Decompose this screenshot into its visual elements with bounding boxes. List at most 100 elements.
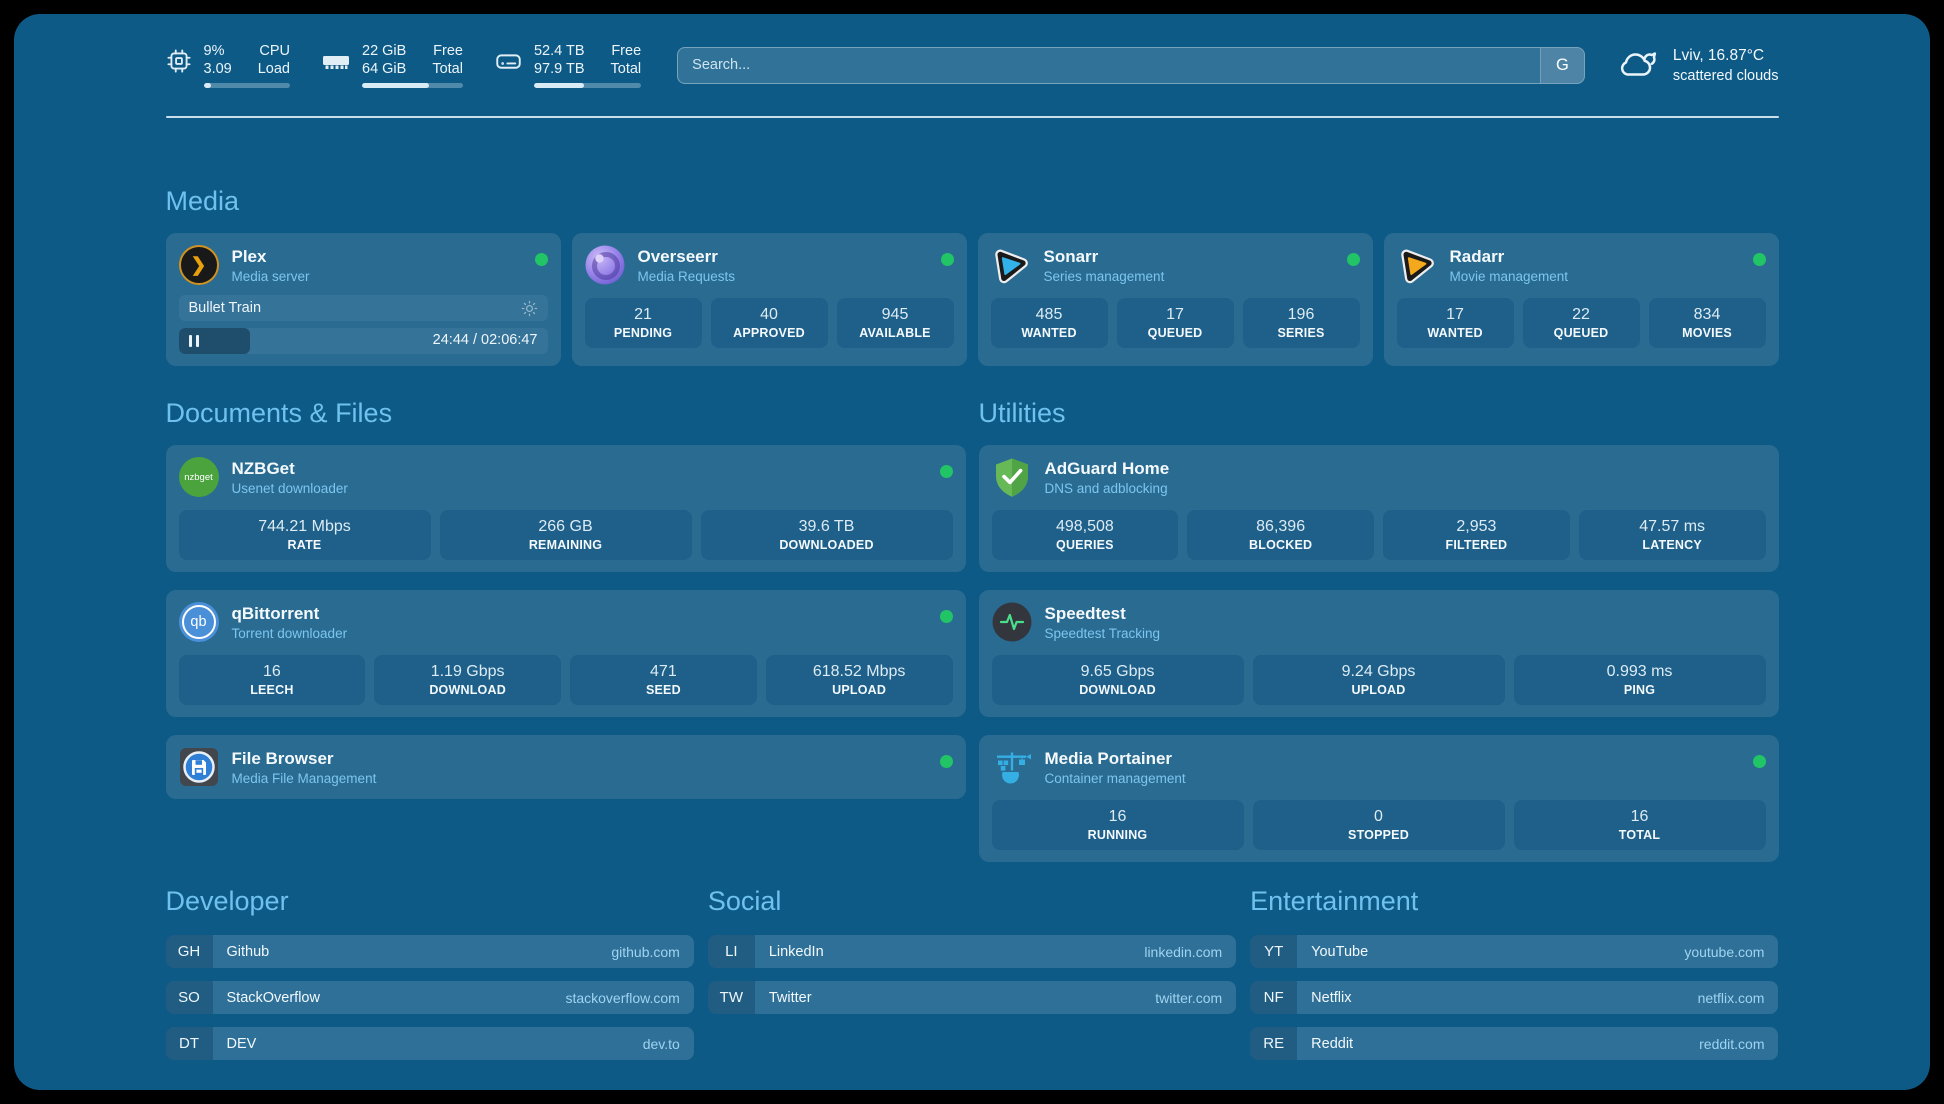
entertainment-column: Entertainment YT YouTube youtube.com NF N…: [1250, 886, 1779, 1073]
card-radarr[interactable]: Radarr Movie management 17 WANTED 22 QUEUE…: [1383, 233, 1779, 366]
dashboard-panel: 9% 3.09 CPU Load 22 GiB 64 GiB Free Total: [14, 14, 1930, 1090]
link-reddit[interactable]: RE Reddit reddit.com: [1250, 1027, 1779, 1060]
app-title: NZBGet: [231, 459, 295, 478]
section-title-utilities: Utilities: [978, 398, 1066, 428]
disk-value: 52.4 TB: [533, 43, 585, 59]
section-title-social: Social: [707, 886, 782, 916]
search-engine-button[interactable]: G: [1539, 47, 1584, 83]
stat-latency: 47.57 ms LATENCY: [1578, 510, 1766, 560]
section-title-media: Media: [165, 186, 240, 216]
stat-stopped: 0 STOPPED: [1252, 800, 1505, 850]
section-title-documents: Documents & Files: [165, 398, 393, 428]
media-grid: ❯ Plex Media server Bullet Train: [165, 233, 1779, 366]
link-name: Twitter: [768, 989, 812, 1006]
link-domain: youtube.com: [1684, 943, 1765, 960]
now-playing-title: Bullet Train: [188, 300, 262, 316]
stat-queries: 498,508 QUERIES: [991, 510, 1179, 560]
card-plex[interactable]: ❯ Plex Media server Bullet Train: [165, 233, 561, 366]
overseerr-icon: [585, 245, 625, 285]
status-dot: [1752, 253, 1766, 266]
link-linkedin[interactable]: LI LinkedIn linkedin.com: [707, 935, 1237, 968]
link-domain: github.com: [611, 943, 680, 960]
card-overseerr[interactable]: Overseerr Media Requests 21 PENDING 40 APP…: [571, 233, 967, 366]
pause-icon[interactable]: [188, 335, 199, 347]
status-dot: [534, 253, 548, 266]
stat-movies: 834 MOVIES: [1648, 298, 1766, 348]
link-abbr: RE: [1250, 1027, 1298, 1060]
ram-label: Free: [433, 43, 463, 59]
app-subtitle: DNS and adblocking: [1044, 481, 1168, 496]
stat-leech: 16 LEECH: [178, 655, 366, 705]
radarr-icon: [1397, 245, 1437, 285]
stat-pending: 21 PENDING: [584, 298, 702, 348]
search-bar: G: [677, 46, 1585, 84]
link-abbr: NF: [1250, 981, 1298, 1014]
weather-condition: scattered clouds: [1672, 67, 1779, 84]
adguard-icon: [992, 457, 1032, 497]
app-title: Speedtest: [1044, 604, 1126, 623]
system-stats: 9% 3.09 CPU Load 22 GiB 64 GiB Free Total: [166, 42, 642, 88]
link-abbr: TW: [707, 981, 755, 1014]
app-title: Overseerr: [637, 247, 718, 266]
cloud-icon: [1615, 45, 1659, 86]
link-domain: stackoverflow.com: [565, 989, 680, 1006]
app-subtitle: Torrent downloader: [231, 626, 348, 641]
app-subtitle: Movie management: [1449, 269, 1569, 284]
cpu-label2: Load: [257, 61, 290, 77]
card-qbittorrent[interactable]: qb qBittorrent Torrent downloader 16 LEEC…: [165, 590, 966, 717]
card-nzbget[interactable]: nzbget NZBGet Usenet downloader 744.21 M…: [165, 445, 966, 572]
card-adguard[interactable]: AdGuard Home DNS and adblocking 498,508 Q…: [978, 445, 1779, 572]
card-filebrowser[interactable]: File Browser Media File Management: [165, 735, 966, 799]
link-name: StackOverflow: [226, 989, 320, 1006]
card-speedtest[interactable]: Speedtest Speedtest Tracking 9.65 Gbps DO…: [978, 590, 1779, 717]
app-subtitle: Media server: [231, 269, 310, 284]
disk-progress-bar: [533, 83, 642, 88]
status-dot: [1346, 253, 1360, 266]
nzbget-icon: nzbget: [178, 457, 219, 497]
link-abbr: GH: [165, 935, 213, 968]
link-name: LinkedIn: [768, 943, 824, 960]
search-input[interactable]: [678, 47, 1540, 83]
sonarr-icon: [991, 245, 1031, 285]
stat-queued: 17 QUEUED: [1116, 298, 1234, 348]
app-title: Media Portainer: [1044, 749, 1173, 768]
session-settings-icon[interactable]: [521, 300, 538, 317]
plex-icon: ❯: [178, 245, 219, 285]
link-dev[interactable]: DT DEV dev.to: [165, 1027, 694, 1060]
app-subtitle: Media File Management: [231, 771, 377, 786]
link-name: Github: [226, 943, 270, 960]
now-playing-row: Bullet Train: [178, 295, 548, 321]
link-abbr: DT: [165, 1027, 213, 1060]
playback-time: 24:44 / 02:06:47: [432, 332, 538, 348]
stat-rate: 744.21 Mbps RATE: [178, 510, 431, 560]
weather-location: Lviv, 16.87°C: [1672, 46, 1765, 64]
header-divider: [165, 116, 1779, 118]
stat-available: 945 AVAILABLE: [836, 298, 954, 348]
stat-wanted: 17 WANTED: [1396, 298, 1514, 348]
app-title: File Browser: [231, 749, 334, 768]
cpu-progress-bar: [203, 83, 290, 88]
playback-progress-row: 24:44 / 02:06:47: [178, 328, 548, 354]
header: 9% 3.09 CPU Load 22 GiB 64 GiB Free Total: [166, 38, 1779, 92]
status-dot: [939, 755, 953, 768]
link-netflix[interactable]: NF Netflix netflix.com: [1250, 981, 1779, 1014]
card-portainer[interactable]: Media Portainer Container management 16 R…: [978, 735, 1779, 862]
ram-value: 22 GiB: [362, 43, 407, 59]
link-name: DEV: [226, 1035, 257, 1052]
card-sonarr[interactable]: Sonarr Series management 485 WANTED 17 QUE…: [977, 233, 1373, 366]
qbittorrent-icon: qb: [179, 602, 219, 642]
link-youtube[interactable]: YT YouTube youtube.com: [1250, 935, 1779, 968]
link-github[interactable]: GH Github github.com: [165, 935, 694, 968]
utilities-column: Utilities AdGuard Home DNS and adblockin…: [978, 398, 1779, 862]
app-subtitle: Container management: [1044, 771, 1186, 786]
link-name: YouTube: [1311, 943, 1369, 960]
link-domain: reddit.com: [1699, 1035, 1765, 1052]
stat-filtered: 2,953 FILTERED: [1383, 510, 1570, 560]
stat-running: 16 RUNNING: [991, 800, 1244, 850]
link-stackoverflow[interactable]: SO StackOverflow stackoverflow.com: [165, 981, 694, 1014]
link-twitter[interactable]: TW Twitter twitter.com: [707, 981, 1237, 1014]
app-subtitle: Series management: [1043, 269, 1165, 284]
disk-value2: 97.9 TB: [533, 61, 585, 77]
app-subtitle: Speedtest Tracking: [1044, 626, 1161, 641]
disk-stat: 52.4 TB 97.9 TB Free Total: [495, 42, 642, 88]
